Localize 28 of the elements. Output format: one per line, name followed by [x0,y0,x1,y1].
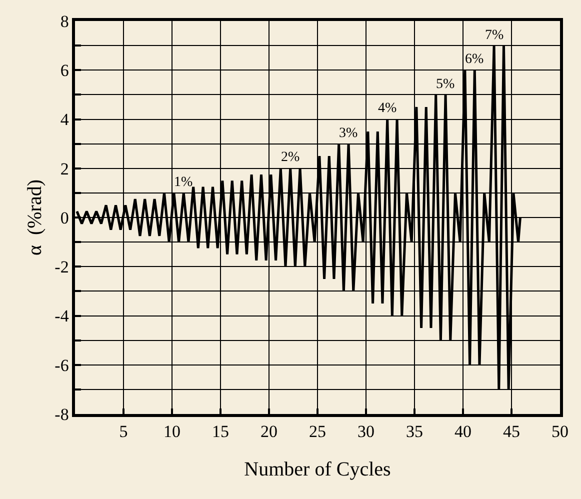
y-tick-label: -6 [54,356,69,375]
x-tick-label: 5 [119,422,128,442]
x-tick-label: 50 [552,422,568,442]
y-tick-label: 6 [60,61,69,80]
annotation: 2% [281,150,300,165]
annotation: 3% [339,126,358,141]
x-tick-label: 40 [454,422,472,442]
x-tick-label: 10 [164,422,180,442]
annotation: 5% [436,77,455,92]
annotation: 6% [465,52,484,67]
y-tick-label: 0 [60,208,69,228]
y-tick-label: 2 [60,159,69,178]
x-tick-label: 30 [358,422,374,442]
x-tick-label: 15 [212,422,229,442]
y-axis-title: α (%rad) [24,180,46,256]
y-tick-label: -8 [54,404,69,424]
x-tick-label: 35 [406,422,423,442]
y-tick-label: 4 [60,110,70,130]
annotation: 7% [485,28,504,43]
annotation: 1% [174,175,193,190]
annotation: 4% [378,101,397,116]
y-tick-label: -2 [54,258,69,277]
x-tick-label: 25 [309,422,326,442]
x-axis-title: Number of Cycles [244,458,392,481]
y-tick-label: -4 [54,306,70,326]
x-tick-label: 20 [260,422,278,442]
y-tick-label: 8 [60,12,69,31]
x-tick-label: 45 [503,422,520,442]
